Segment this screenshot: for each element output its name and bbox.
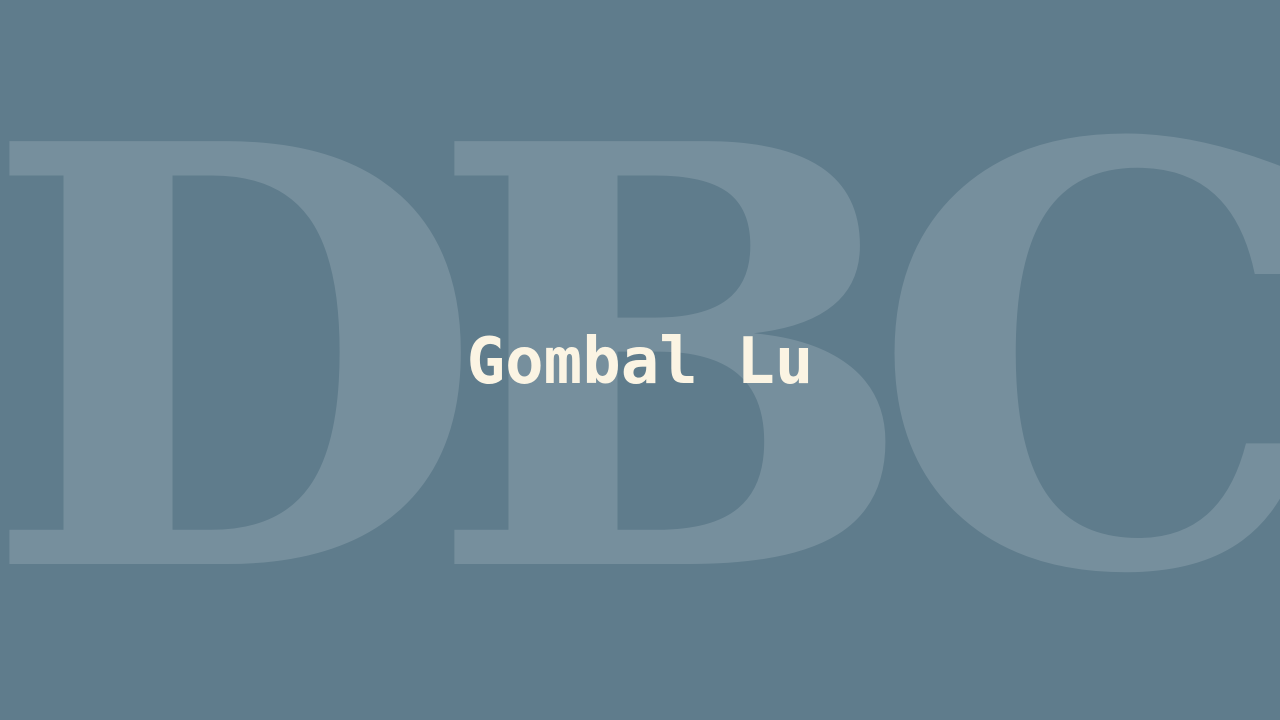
page-title: Gombal Lu [466,325,814,399]
